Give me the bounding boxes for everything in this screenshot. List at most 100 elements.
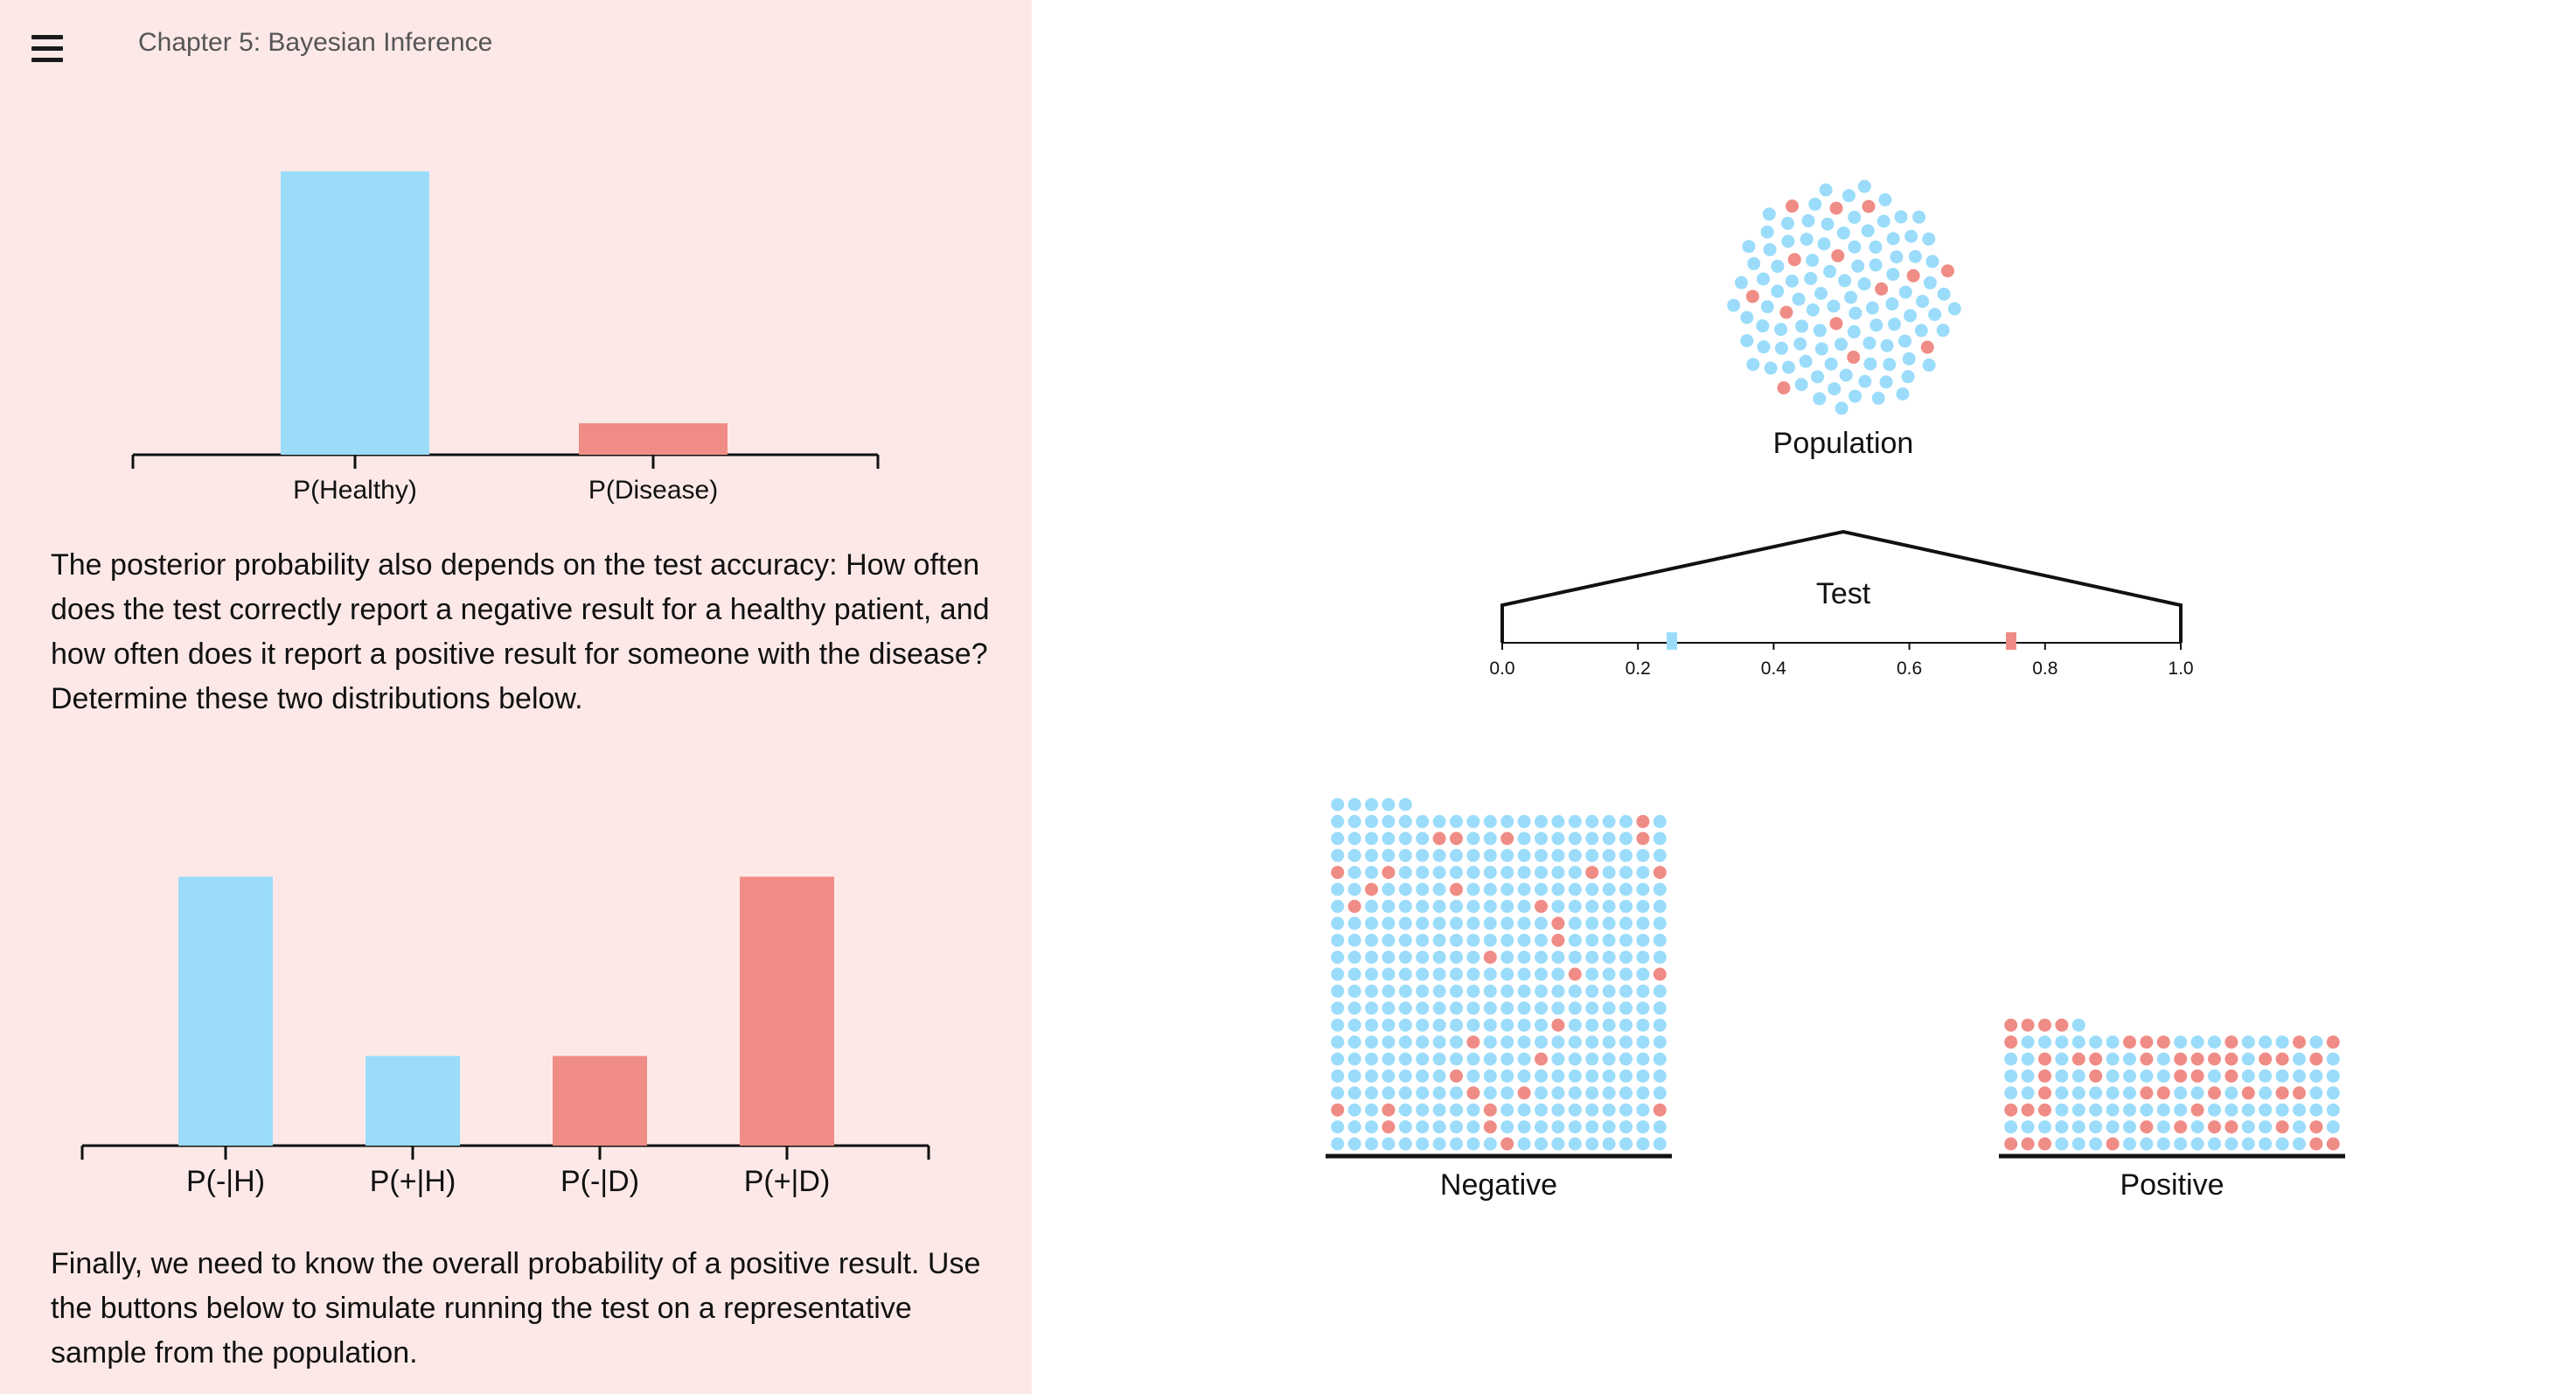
disease-dot bbox=[2038, 1103, 2051, 1117]
disease-dot bbox=[1862, 199, 1876, 213]
healthy-dot bbox=[1535, 1103, 1548, 1117]
healthy-dot bbox=[1466, 899, 1480, 913]
healthy-dot bbox=[2156, 1137, 2170, 1151]
healthy-dot bbox=[1923, 275, 1937, 289]
healthy-dot bbox=[1398, 1001, 1412, 1015]
healthy-dot bbox=[1432, 1018, 1446, 1032]
healthy-dot bbox=[1551, 1001, 1565, 1015]
healthy-dot bbox=[2241, 1137, 2255, 1151]
healthy-dot bbox=[2309, 1035, 2323, 1049]
healthy-dot bbox=[1619, 832, 1633, 846]
healthy-dot bbox=[2190, 1035, 2204, 1049]
healthy-dot bbox=[1347, 967, 1361, 981]
disease-dot bbox=[2156, 1035, 2170, 1049]
healthy-dot bbox=[1551, 899, 1565, 913]
healthy-dot bbox=[1466, 933, 1480, 947]
healthy-dot bbox=[1398, 1120, 1412, 1134]
disease-dot bbox=[1636, 814, 1650, 828]
menu-icon[interactable] bbox=[31, 35, 66, 65]
disease-dot bbox=[2004, 1103, 2018, 1117]
healthy-dot bbox=[2004, 1069, 2018, 1083]
healthy-dot bbox=[1619, 1035, 1633, 1049]
healthy-dot bbox=[1500, 967, 1514, 981]
healthy-dot bbox=[1535, 832, 1548, 846]
healthy-dot bbox=[1331, 1137, 1345, 1151]
disease-dot bbox=[1920, 340, 1934, 354]
healthy-dot bbox=[1585, 814, 1599, 828]
healthy-dot bbox=[1432, 866, 1446, 880]
healthy-dot bbox=[2259, 1120, 2273, 1134]
healthy-dot bbox=[1382, 984, 1396, 998]
healthy-dot bbox=[1365, 1001, 1378, 1015]
healthy-dot bbox=[1619, 984, 1633, 998]
healthy-dot bbox=[1483, 984, 1497, 998]
healthy-dot bbox=[1432, 1001, 1446, 1015]
healthy-dot bbox=[1653, 814, 1667, 828]
healthy-dot bbox=[1416, 1001, 1430, 1015]
healthy-dot bbox=[1602, 917, 1616, 930]
healthy-dot bbox=[1568, 1137, 1582, 1151]
disease-dot bbox=[1432, 832, 1446, 846]
healthy-dot bbox=[1653, 1086, 1667, 1100]
healthy-dot bbox=[2071, 1137, 2085, 1151]
healthy-dot bbox=[1619, 882, 1633, 896]
healthy-dot bbox=[1331, 1086, 1345, 1100]
healthy-dot bbox=[1602, 933, 1616, 947]
healthy-dot bbox=[1551, 1035, 1565, 1049]
healthy-dot bbox=[1483, 814, 1497, 828]
healthy-dot bbox=[1535, 882, 1548, 896]
healthy-dot bbox=[1483, 832, 1497, 846]
disease-dot bbox=[2293, 1086, 2306, 1100]
healthy-dot bbox=[2089, 1120, 2103, 1134]
healthy-dot bbox=[1653, 882, 1667, 896]
healthy-dot bbox=[1746, 358, 1760, 372]
healthy-dot bbox=[1500, 1018, 1514, 1032]
healthy-dot bbox=[2140, 1069, 2154, 1083]
healthy-dot bbox=[2055, 1103, 2069, 1117]
healthy-dot bbox=[1762, 207, 1776, 221]
healthy-dot bbox=[1602, 1120, 1616, 1134]
healthy-dot bbox=[1568, 1120, 1582, 1134]
healthy-dot bbox=[1585, 1086, 1599, 1100]
healthy-dot bbox=[1879, 375, 1893, 389]
healthy-dot bbox=[1466, 984, 1480, 998]
healthy-dot bbox=[1844, 290, 1858, 304]
healthy-dot bbox=[2089, 1035, 2103, 1049]
healthy-dot bbox=[1466, 848, 1480, 862]
disease-dot bbox=[2275, 1120, 2289, 1134]
healthy-dot bbox=[1894, 210, 1908, 224]
disease-dot bbox=[1517, 1086, 1531, 1100]
healthy-dot bbox=[1500, 1086, 1514, 1100]
healthy-dot bbox=[1821, 217, 1835, 231]
healthy-dot bbox=[1937, 287, 1951, 301]
disease-dot bbox=[2224, 1052, 2238, 1066]
disease-dot bbox=[1829, 317, 1843, 331]
healthy-dot bbox=[1450, 1086, 1463, 1100]
healthy-dot bbox=[1450, 899, 1463, 913]
disease-dot bbox=[2038, 1069, 2051, 1083]
healthy-dot bbox=[1398, 1137, 1412, 1151]
healthy-dot bbox=[1450, 814, 1463, 828]
healthy-dot bbox=[2156, 1103, 2170, 1117]
healthy-dot bbox=[1365, 967, 1378, 981]
disease-dot bbox=[2004, 1035, 2018, 1049]
healthy-dot bbox=[1847, 324, 1861, 338]
healthy-dot bbox=[1331, 848, 1345, 862]
healthy-dot bbox=[1653, 1137, 1667, 1151]
healthy-dot bbox=[1450, 1103, 1463, 1117]
bar-pnegh bbox=[178, 876, 273, 1146]
disease-dot bbox=[2071, 1052, 2085, 1066]
healthy-dot bbox=[1500, 814, 1514, 828]
healthy-dot bbox=[2190, 1086, 2204, 1100]
disease-dot bbox=[2089, 1052, 2103, 1066]
healthy-dot bbox=[2021, 1120, 2035, 1134]
healthy-dot bbox=[1636, 1052, 1650, 1066]
healthy-dot bbox=[1365, 1052, 1378, 1066]
disease-dot bbox=[1779, 305, 1793, 319]
healthy-dot bbox=[1398, 1018, 1412, 1032]
healthy-dot bbox=[1535, 1035, 1548, 1049]
healthy-dot bbox=[1585, 899, 1599, 913]
healthy-dot bbox=[1466, 866, 1480, 880]
healthy-dot bbox=[1483, 866, 1497, 880]
healthy-dot bbox=[1801, 213, 1815, 227]
